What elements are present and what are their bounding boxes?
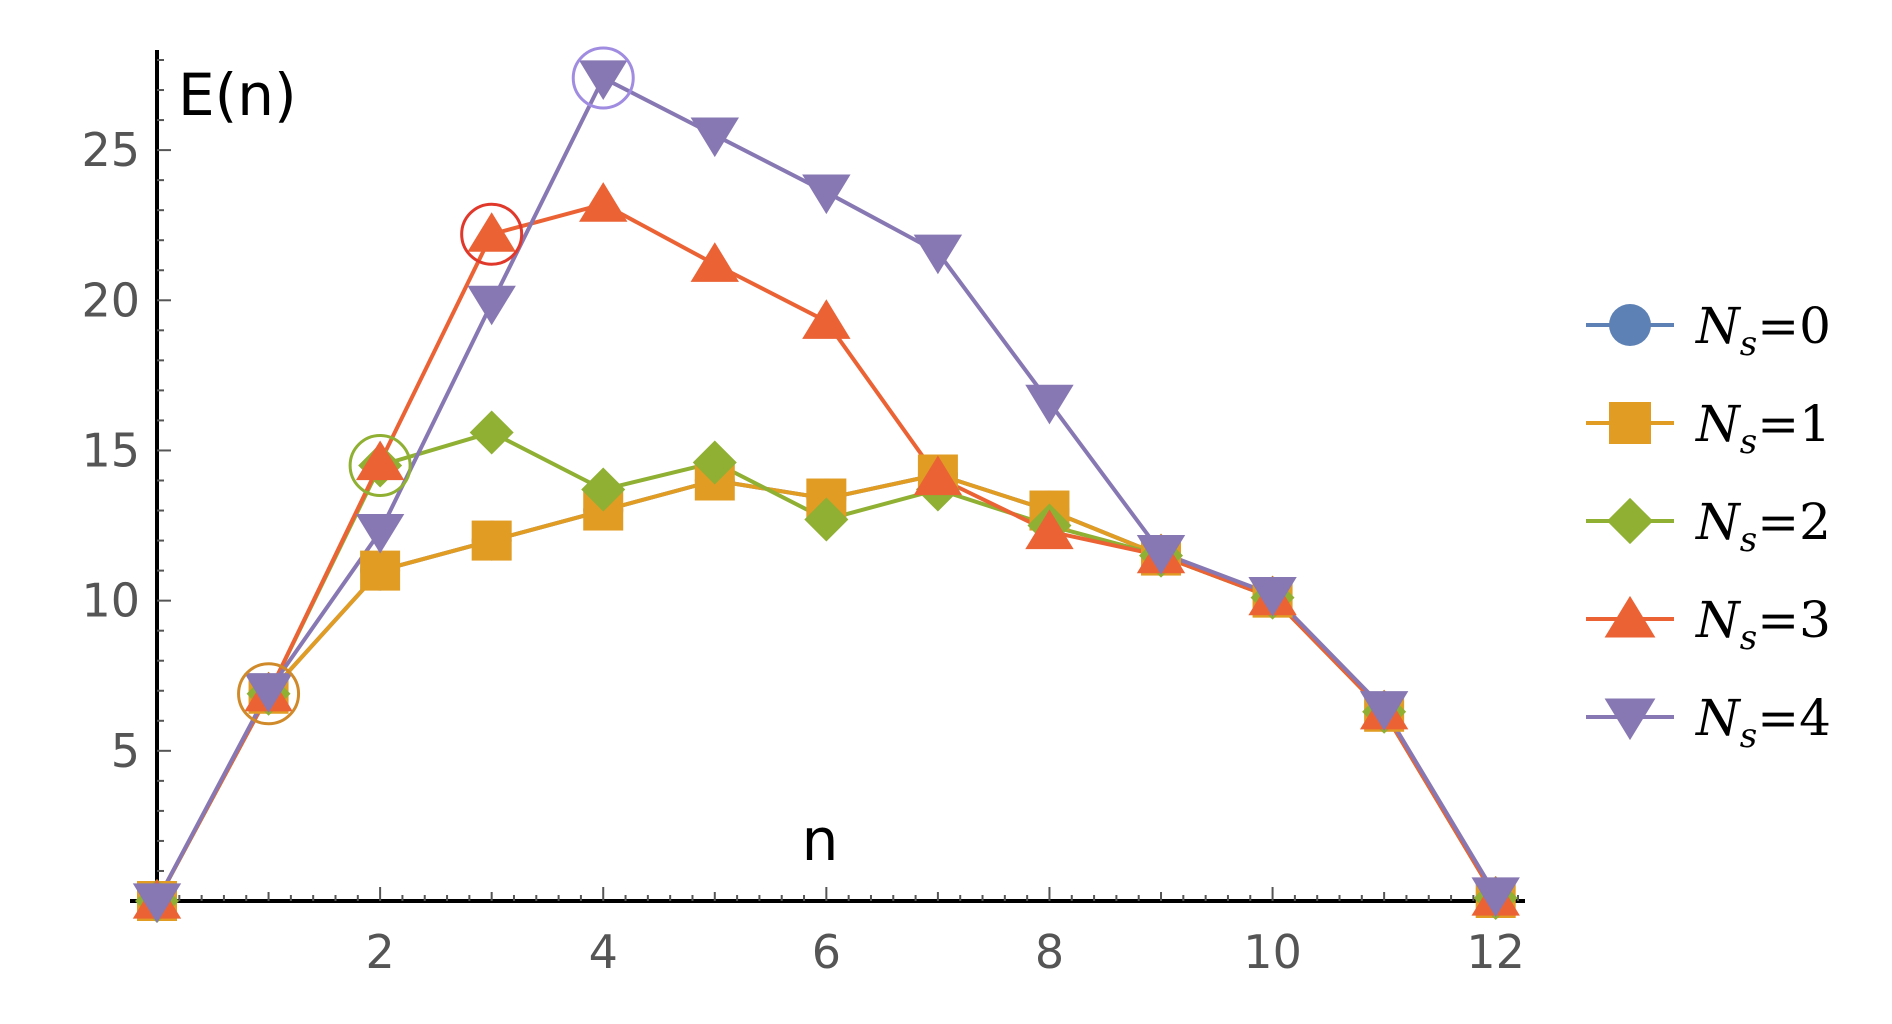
highlight-circle	[237, 662, 301, 726]
x-tick-label: 6	[812, 925, 841, 979]
highlight-circle	[348, 433, 412, 497]
legend: Ns=0 Ns=1 Ns=2 Ns=3 Ns=4	[1586, 297, 1831, 756]
x-tick-label: 12	[1466, 925, 1525, 979]
data-point-series-4	[467, 285, 516, 326]
data-point-series-4	[579, 60, 628, 101]
legend-marker	[1609, 402, 1651, 444]
data-point-series-4	[913, 234, 963, 275]
legend-marker	[1604, 595, 1656, 638]
data-point-series-2	[692, 440, 737, 485]
data-point-series-3	[690, 242, 739, 282]
legend-label: Ns=2	[1695, 493, 1831, 560]
data-point-series-2	[581, 467, 626, 512]
data-point-series-1	[471, 520, 512, 561]
y-tick-label: 25	[81, 123, 140, 177]
data-point-series-3	[913, 455, 963, 496]
data-point-series-4	[1025, 384, 1074, 425]
legend-label: Ns=3	[1695, 591, 1831, 658]
axis-labels: E(n) n	[178, 61, 838, 874]
legend-label: Ns=1	[1695, 395, 1831, 462]
data-point-series-4	[1471, 877, 1520, 917]
data-point-series-4	[802, 174, 851, 215]
x-axis-title: n	[802, 806, 839, 874]
data-point-series-3	[1025, 509, 1074, 550]
highlight-circle	[460, 202, 524, 266]
legend-label: Ns=4	[1695, 689, 1831, 756]
legend-marker	[1609, 304, 1651, 346]
x-tick-label: 2	[365, 925, 394, 979]
data-point-series-2	[469, 410, 514, 455]
y-tick-label: 10	[81, 574, 140, 628]
x-tick-label: 8	[1035, 925, 1064, 979]
legend-marker	[1606, 497, 1654, 545]
data-point-series-4	[244, 673, 293, 713]
data-point-series-3	[802, 299, 851, 339]
legend-label: Ns=0	[1695, 297, 1831, 364]
y-tick-label: 15	[81, 423, 140, 477]
data-point-series-2	[804, 497, 849, 542]
y-tick-label: 20	[81, 273, 140, 327]
x-tick-label: 10	[1243, 925, 1302, 979]
data-point-series-4	[1359, 691, 1409, 731]
data-point-series-4	[1136, 534, 1186, 575]
x-tick-label: 4	[589, 925, 618, 979]
data-point-series-4	[132, 883, 182, 923]
y-axis-title: E(n)	[178, 61, 297, 129]
data-point-series-4	[1248, 577, 1297, 617]
data-point-series-3	[579, 182, 628, 222]
highlight-circle	[571, 46, 635, 110]
data-point-series-4	[690, 117, 739, 158]
data-point-series-1	[360, 550, 401, 591]
data-point-series-4	[355, 513, 405, 554]
data-point-series-3	[355, 440, 405, 481]
series-markers	[132, 60, 1520, 923]
highlight-circles	[237, 46, 635, 726]
y-tick-label: 5	[111, 724, 140, 778]
data-point-series-3	[467, 212, 516, 252]
legend-marker	[1604, 698, 1656, 741]
axes: 2 4 6 8 10 12 5 10 15 20 25	[81, 50, 1525, 979]
